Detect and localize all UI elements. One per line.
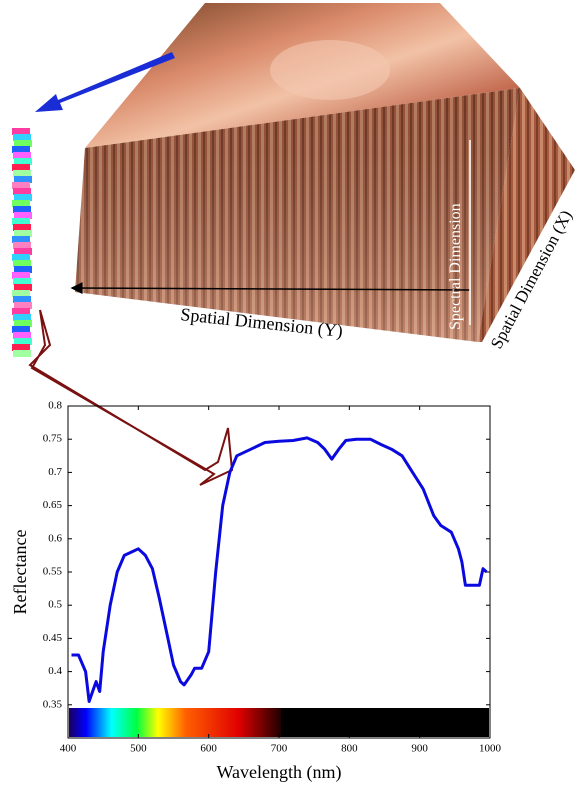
spectral-band [13, 332, 31, 339]
spectral-band [12, 236, 30, 243]
spectral-band [13, 242, 31, 249]
figure: Spatial Dimension (Y) Spectral Dimension… [0, 0, 579, 786]
spectral-band [12, 146, 30, 153]
y-tick-label: 0.5 [48, 599, 62, 611]
spectral-band [12, 290, 30, 297]
spectral-band [13, 278, 31, 285]
spectral-band [14, 320, 32, 327]
x-tick-label: 900 [411, 743, 428, 755]
spectral-band [12, 326, 30, 333]
spectral-band [13, 170, 31, 177]
hypercube [75, 3, 575, 342]
y-tick-label: 0.45 [43, 632, 63, 644]
spectral-band [13, 188, 31, 195]
spectral-band [12, 308, 30, 315]
spectral-band [14, 176, 32, 183]
spectral-band [13, 152, 31, 159]
spectral-band [12, 128, 30, 135]
x-tick-label: 400 [60, 743, 77, 755]
plot-frame [68, 406, 490, 738]
spectral-band [13, 296, 31, 303]
spectral-column [12, 128, 32, 357]
spectral-band [12, 218, 30, 225]
spectral-band [12, 272, 30, 279]
spectral-band [14, 338, 32, 345]
spectral-band [12, 182, 30, 189]
x-tick-label: 1000 [479, 743, 502, 755]
spectral-band [14, 284, 32, 291]
x-axis-label: Wavelength (nm) [216, 762, 341, 783]
y-tick-label: 0.7 [48, 466, 62, 478]
spectral-band [13, 134, 31, 141]
y-tick-label: 0.75 [43, 433, 63, 445]
y-tick-label: 0.55 [43, 566, 63, 578]
y-tick-label: 0.8 [48, 400, 62, 412]
spectral-band [14, 194, 32, 201]
annotation: Spectral Dimension [447, 203, 464, 330]
y-tick-label: 0.6 [48, 532, 62, 544]
spectral-band [14, 248, 32, 255]
y-tick-label: 0.4 [48, 665, 62, 677]
nir-bar [281, 708, 489, 737]
spectral-band [13, 350, 31, 357]
spectral-band [13, 314, 31, 321]
spectral-band [13, 206, 31, 213]
spectral-band [12, 254, 30, 261]
spectral-band [12, 164, 30, 171]
spectral-band [14, 230, 32, 237]
spectral-band [13, 260, 31, 267]
series-line [72, 438, 487, 702]
spectral-band [13, 224, 31, 231]
y-axis-label: Reflectance [10, 530, 30, 615]
x-tick-label: 700 [271, 743, 288, 755]
spectral-band [14, 266, 32, 273]
x-tick-label: 600 [200, 743, 217, 755]
spectral-band [14, 212, 32, 219]
spectral-band [14, 140, 32, 147]
spectrum-bar [69, 708, 281, 737]
spectral-band [14, 302, 32, 309]
y-tick-label: 0.35 [43, 698, 63, 710]
y-tick-label: 0.65 [43, 499, 63, 511]
x-tick-label: 500 [130, 743, 147, 755]
spectral-band [12, 200, 30, 207]
spectral-band [14, 158, 32, 165]
red-arrow [30, 310, 232, 485]
spectral-band [12, 344, 30, 351]
x-tick-label: 800 [341, 743, 358, 755]
